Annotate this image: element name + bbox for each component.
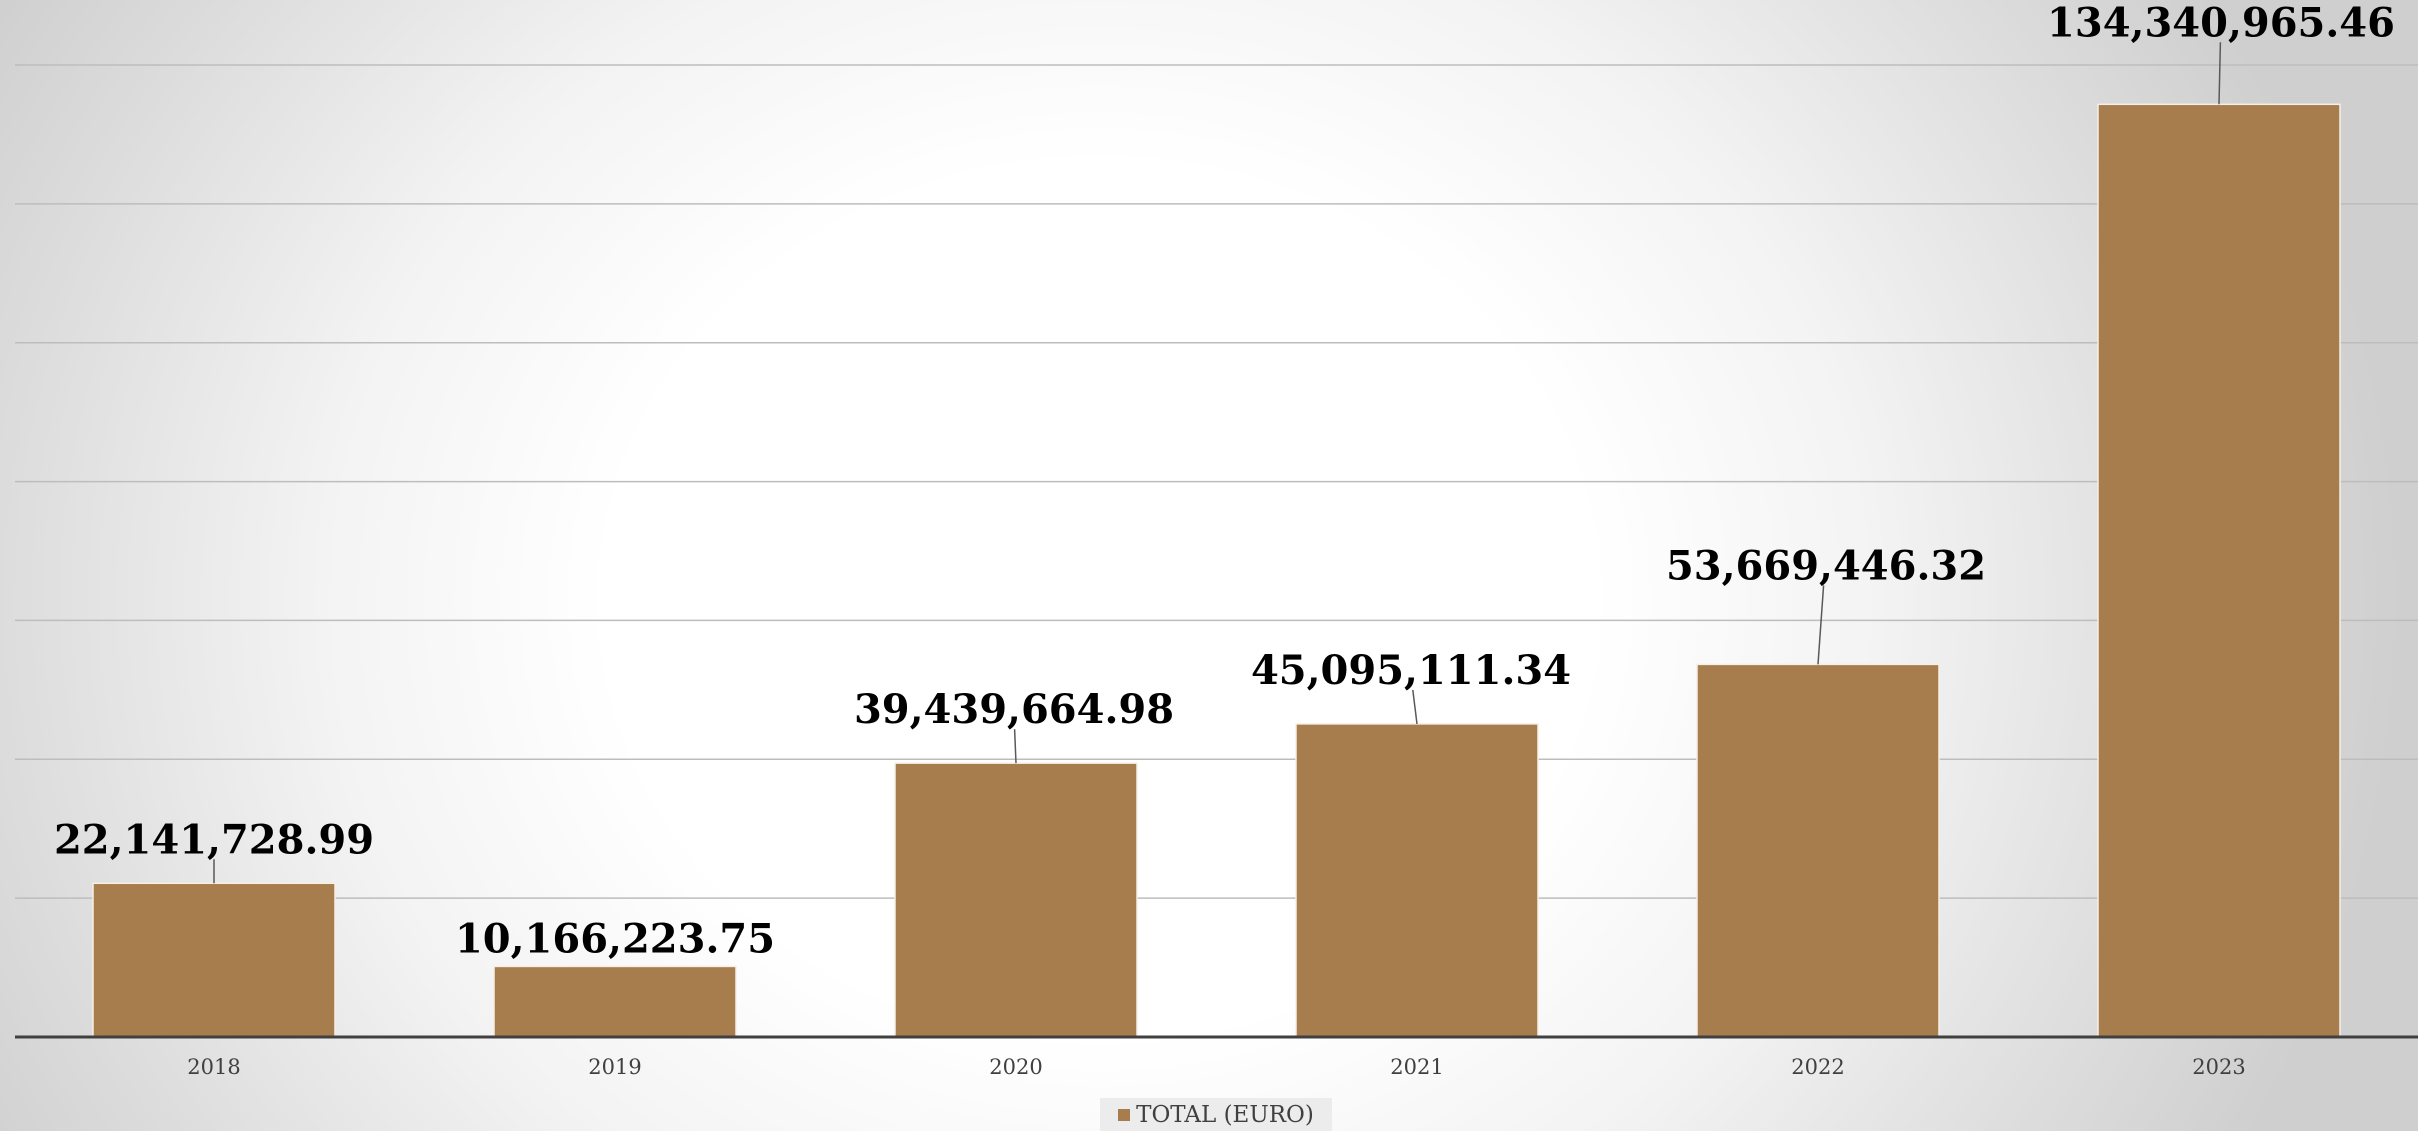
leader-line [1412,689,1418,725]
legend-label: TOTAL (EURO) [1136,1101,1314,1128]
data-label-2018: 22,141,728.99 [54,816,374,863]
x-tick-2021: 2021 [1390,1055,1443,1079]
legend-swatch [1118,1108,1131,1121]
x-tick-2020: 2020 [989,1055,1042,1079]
data-label-2020: 39,439,664.98 [854,686,1174,733]
bar-2019 [493,965,737,1038]
data-label-2021: 45,095,111.34 [1251,647,1571,694]
x-tick-2019: 2019 [588,1055,641,1079]
leader-line [1013,729,1017,764]
bar-2020 [894,762,1138,1038]
data-label-2023: 134,340,965.46 [2047,0,2395,46]
x-tick-2018: 2018 [187,1055,240,1079]
leader-line [1817,585,1825,665]
legend: TOTAL (EURO) [1100,1098,1332,1131]
bar-2018 [92,882,336,1038]
x-tick-2022: 2022 [1791,1055,1844,1079]
data-label-2019: 10,166,223.75 [455,915,775,962]
bar-2023 [2097,103,2341,1038]
bar-2021 [1295,723,1539,1038]
bars [92,103,2341,1038]
data-labels: 22,141,728.99 10,166,223.75 39,439,664.98 4… [54,0,2395,962]
x-tick-2023: 2023 [2192,1055,2245,1079]
leader-lines [213,42,2222,884]
data-label-2022: 53,669,446.32 [1666,542,1986,589]
leader-line [2218,42,2222,105]
x-axis-tick-labels: 2018 2019 2020 2021 2022 2023 [187,1055,2245,1079]
bar-2022 [1696,663,1940,1038]
gridlines [15,64,2418,899]
